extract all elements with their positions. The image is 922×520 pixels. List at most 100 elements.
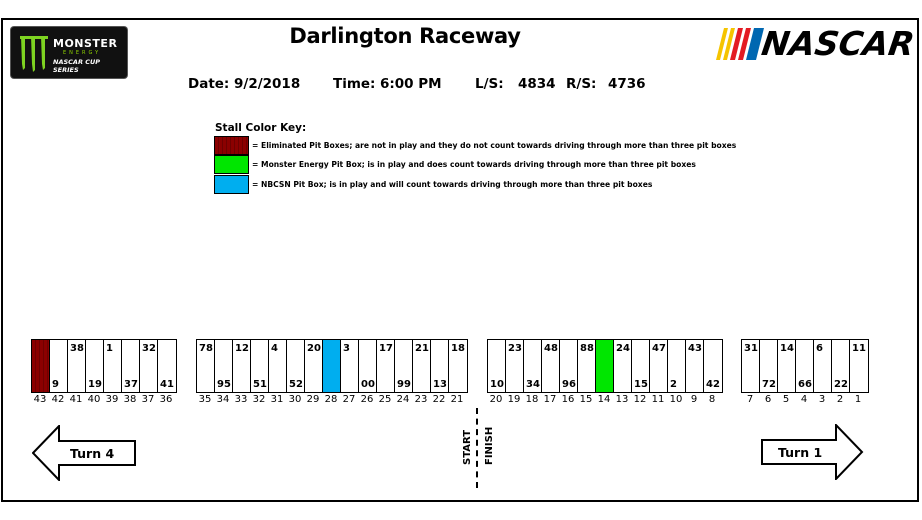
eliminated-key-label: = Eliminated Pit Boxes; are not in play … [252, 141, 737, 150]
pit-stall: 88 [578, 340, 596, 392]
pit-stall: 23 [506, 340, 524, 392]
car-number: 43 [688, 343, 702, 354]
pit-stall: 15 [632, 340, 650, 392]
pit-stall: 32 [140, 340, 158, 392]
car-number: 38 [70, 343, 84, 354]
monster-energy-key-label: = Monster Energy Pit Box; is in play and… [252, 160, 696, 169]
monster-energy-swatch [214, 155, 249, 174]
pit-stall: 42 [704, 340, 722, 392]
stall-number: 15 [579, 394, 593, 405]
car-number: 3 [343, 343, 350, 354]
stall-number: 21 [450, 394, 464, 405]
pit-stall: 37 [122, 340, 140, 392]
pit-stall: 9 [50, 340, 68, 392]
time-label: Time: [333, 76, 376, 92]
car-number: 12 [235, 343, 249, 354]
car-number: 20 [307, 343, 321, 354]
car-number: 48 [544, 343, 558, 354]
pit-stall: 12 [233, 340, 251, 392]
stall-number: 33 [234, 394, 248, 405]
car-number: 1 [106, 343, 113, 354]
stall-number: 6 [764, 394, 772, 405]
car-number: 88 [580, 343, 594, 354]
pit-stall [596, 340, 614, 392]
stall-number: 13 [615, 394, 629, 405]
nascar-wordmark: NASCAR [759, 24, 917, 63]
stall-number: 39 [105, 394, 119, 405]
car-number: 99 [397, 379, 411, 390]
stall-number: 27 [342, 394, 356, 405]
car-number: 37 [124, 379, 138, 390]
stall-group: 9 38 19 1 37 32 41 [31, 339, 177, 393]
car-number: 23 [508, 343, 522, 354]
car-number: 96 [562, 379, 576, 390]
pit-stall: 24 [614, 340, 632, 392]
car-number: 41 [160, 379, 174, 390]
stall-number: 10 [669, 394, 683, 405]
stall-number-row: 43 42 41 40 39 38 37 36 [31, 394, 175, 405]
stall-number: 36 [159, 394, 173, 405]
pit-stall: 31 [742, 340, 760, 392]
car-number: 42 [706, 379, 720, 390]
monster-claw-icon [20, 36, 48, 72]
pit-stall: 66 [796, 340, 814, 392]
car-number: 47 [652, 343, 666, 354]
turn-4-arrow-icon [32, 425, 136, 481]
pit-stall: 38 [68, 340, 86, 392]
pit-stall: 20 [305, 340, 323, 392]
finish-label: FINISH [484, 426, 495, 465]
pit-stall: 41 [158, 340, 176, 392]
rs-value: 4736 [608, 76, 646, 92]
car-number: 34 [526, 379, 540, 390]
pit-stall: 1 [104, 340, 122, 392]
car-number: 00 [361, 379, 375, 390]
pit-stall: 47 [650, 340, 668, 392]
ls-label: L/S: [475, 76, 504, 92]
stall-number: 22 [432, 394, 446, 405]
car-number: 72 [762, 379, 776, 390]
pit-stall: 95 [215, 340, 233, 392]
car-number: 52 [289, 379, 303, 390]
car-number: 22 [834, 379, 848, 390]
stall-group: 10 23 34 48 96 88 24 15 47 2 43 42 [487, 339, 723, 393]
stall-number: 26 [360, 394, 374, 405]
start-finish-line [476, 408, 478, 488]
stall-number: 2 [836, 394, 844, 405]
stall-number: 25 [378, 394, 392, 405]
stall-number: 16 [561, 394, 575, 405]
monster-energy-cup-logo: MONSTER ENERGY NASCAR CUP SERIES [11, 27, 127, 78]
car-number: 14 [780, 343, 794, 354]
stall-number: 31 [270, 394, 284, 405]
pit-stall: 6 [814, 340, 832, 392]
pit-stall: 96 [560, 340, 578, 392]
turn-1-label: Turn 1 [778, 445, 823, 460]
pit-stall: 14 [778, 340, 796, 392]
pit-stall [32, 340, 50, 392]
pit-stall: 19 [86, 340, 104, 392]
car-number: 2 [670, 379, 677, 390]
car-number: 6 [816, 343, 823, 354]
energy-logo-text: ENERGY [63, 50, 102, 56]
pit-stall [323, 340, 341, 392]
eliminated-swatch [214, 136, 249, 155]
pit-map-frame [1, 18, 919, 502]
car-number: 32 [142, 343, 156, 354]
pit-stall: 4 [269, 340, 287, 392]
car-number: 24 [616, 343, 630, 354]
cup-series-logo-text: NASCAR CUP SERIES [53, 58, 101, 74]
stall-number: 29 [306, 394, 320, 405]
stall-color-key-title: Stall Color Key: [215, 122, 307, 134]
stall-number: 38 [123, 394, 137, 405]
stall-number: 11 [651, 394, 665, 405]
stall-number: 4 [800, 394, 808, 405]
stall-number: 28 [324, 394, 338, 405]
pit-stall: 78 [197, 340, 215, 392]
pit-stall: 2 [668, 340, 686, 392]
stall-group: 78 95 12 51 4 52 20 3 00 17 99 21 13 18 [196, 339, 468, 393]
pit-stall: 52 [287, 340, 305, 392]
pit-stall: 43 [686, 340, 704, 392]
stall-number-row: 35 34 33 32 31 30 29 28 27 26 25 24 23 22 21 [196, 394, 466, 405]
pit-stall: 00 [359, 340, 377, 392]
stall-number: 41 [69, 394, 83, 405]
car-number: 10 [490, 379, 504, 390]
